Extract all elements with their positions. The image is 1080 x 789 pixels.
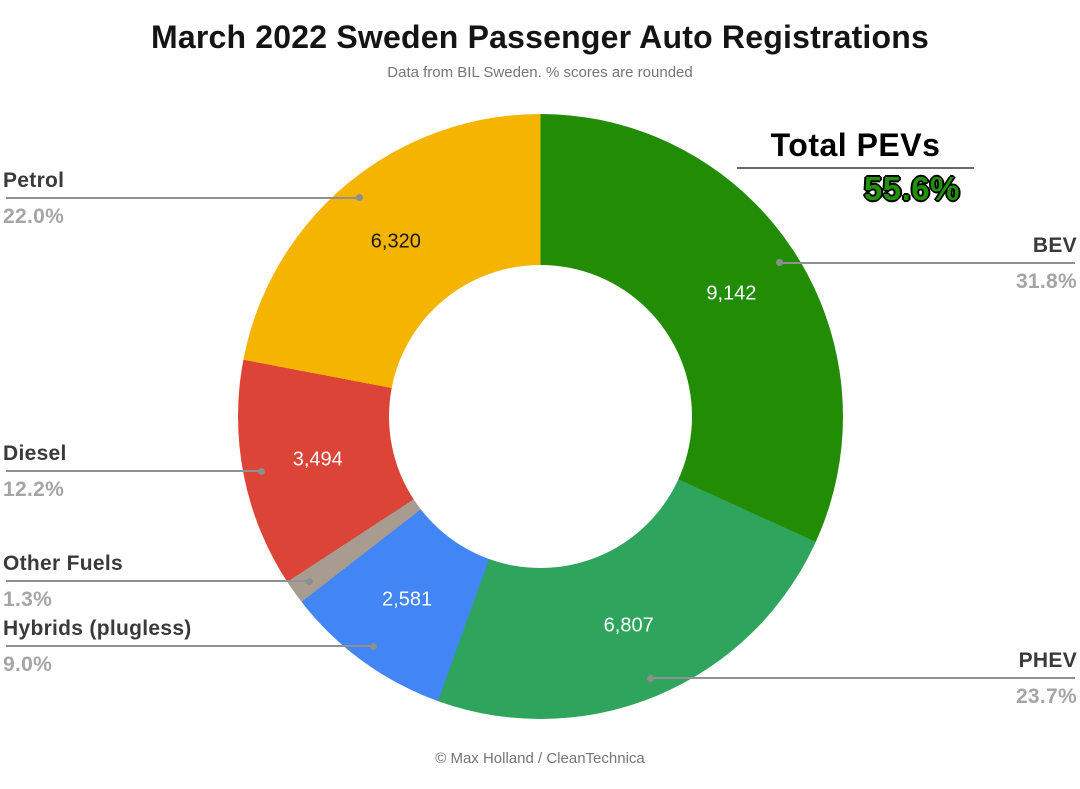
- leader-line-other-fuels: [6, 580, 310, 583]
- total-pevs-underline: [737, 167, 974, 169]
- callout-phev-label: PHEV: [1018, 649, 1077, 673]
- slice-value-petrol: 6,320: [370, 230, 421, 253]
- leader-dot-bev: [775, 259, 783, 267]
- credit-line: © Max Holland / CleanTechnica: [435, 750, 645, 767]
- leader-line-hybrids-plugless: [6, 645, 374, 648]
- callout-petrol-percent: 22.0%: [3, 204, 65, 228]
- slice-value-bev: 9,142: [706, 282, 757, 305]
- leader-dot-hybrids-plugless: [370, 642, 378, 650]
- callout-diesel-percent: 12.2%: [3, 478, 65, 502]
- leader-dot-petrol: [355, 194, 363, 202]
- slice-value-diesel: 3,494: [292, 448, 343, 471]
- leader-dot-diesel: [258, 467, 266, 475]
- total-pevs-value: 55.6%: [863, 170, 960, 207]
- chart-subtitle: Data from BIL Sweden. % scores are round…: [387, 64, 693, 81]
- leader-line-diesel: [6, 470, 262, 473]
- leader-line-bev: [779, 261, 1075, 264]
- leader-line-phev: [650, 677, 1075, 680]
- callout-other-fuels-label: Other Fuels: [3, 552, 123, 576]
- callout-hybrids-plugless-label: Hybrids (plugless): [3, 617, 192, 641]
- donut-hole: [389, 265, 692, 568]
- leader-dot-other-fuels: [305, 577, 313, 585]
- chart-title: March 2022 Sweden Passenger Auto Registr…: [150, 19, 930, 55]
- callout-bev-label: BEV: [1032, 233, 1077, 257]
- callout-diesel-label: Diesel: [3, 442, 67, 466]
- callout-phev-percent: 23.7%: [1015, 685, 1077, 709]
- total-pevs-annotation: Total PEVs 55.6%: [737, 127, 974, 208]
- callout-hybrids-plugless-percent: 9.0%: [3, 653, 53, 677]
- total-pevs-label: Total PEVs: [770, 127, 941, 163]
- leader-dot-phev: [647, 674, 655, 682]
- slice-value-hybrids-plugless: 2,581: [382, 588, 433, 611]
- callout-petrol-label: Petrol: [3, 168, 65, 192]
- callout-other-fuels-percent: 1.3%: [3, 588, 53, 612]
- callout-bev-percent: 31.8%: [1015, 269, 1077, 293]
- slice-value-phev: 6,807: [603, 614, 654, 637]
- leader-line-petrol: [6, 196, 360, 199]
